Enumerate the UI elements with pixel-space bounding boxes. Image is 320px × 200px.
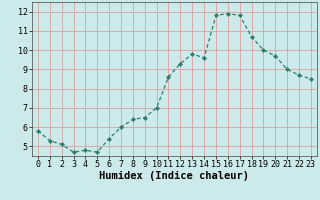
X-axis label: Humidex (Indice chaleur): Humidex (Indice chaleur) [100,171,249,181]
